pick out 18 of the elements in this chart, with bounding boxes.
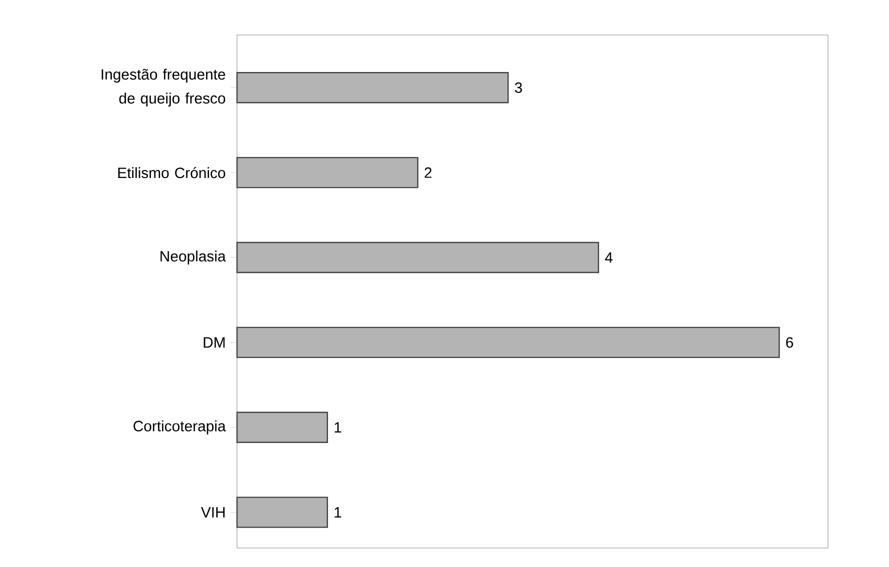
bar <box>236 326 780 358</box>
bar <box>236 496 328 528</box>
data-label: 6 <box>786 337 794 348</box>
bar <box>236 72 509 104</box>
bar <box>236 156 418 188</box>
data-label: 2 <box>424 167 432 178</box>
bar <box>236 412 328 443</box>
y-tick-label: Corticoterapia <box>134 420 226 434</box>
y-tick-label: DM <box>204 337 225 348</box>
y-tick-label: Ingestão frequente de queijo fresco <box>102 68 226 107</box>
data-label: 3 <box>514 82 522 93</box>
y-tick-label: Etilismo Crónico <box>118 167 226 178</box>
data-label: 1 <box>334 422 342 433</box>
y-tick-label: VIH <box>200 507 225 518</box>
y-tick-label: Neoplasia <box>160 250 226 264</box>
bar <box>236 242 600 274</box>
data-label: 1 <box>334 507 342 518</box>
data-label: 4 <box>605 252 613 263</box>
